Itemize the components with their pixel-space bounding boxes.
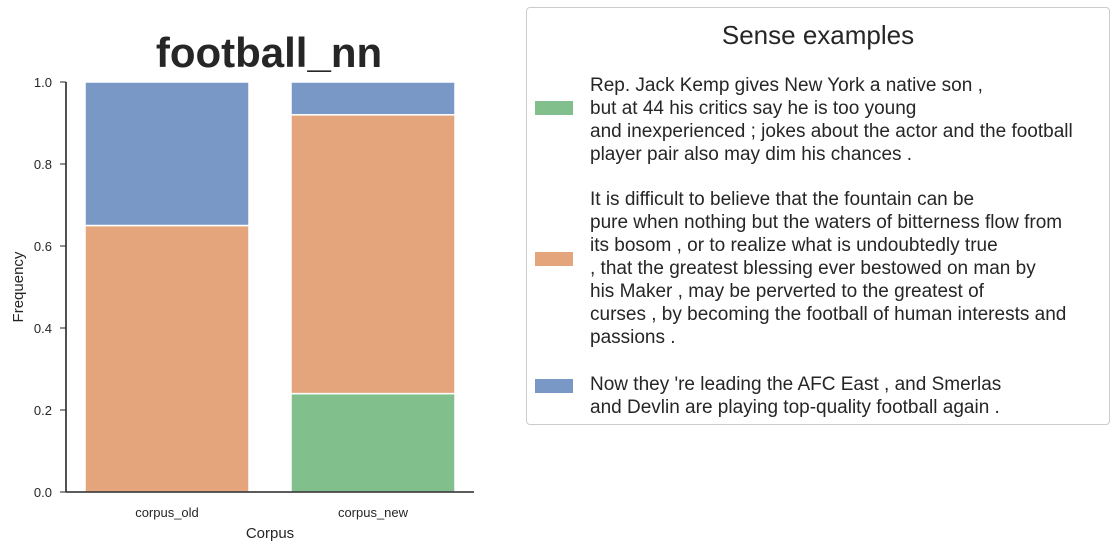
bar-corpus_new-segment-3 xyxy=(290,81,456,116)
y-ticks-group: 0.0 0.2 0.4 0.6 0.8 1.0 xyxy=(34,75,66,500)
legend-entry-text: Now they 're leading the AFC East , and … xyxy=(590,374,1002,418)
legend-swatch-orange xyxy=(535,252,573,266)
chart-title: football_nn xyxy=(156,29,382,76)
x-tick-label: corpus_new xyxy=(338,505,409,520)
bar-corpus_new-segment-2 xyxy=(290,114,456,395)
legend-entry-text: It is difficult to believe that the foun… xyxy=(590,189,1067,348)
x-ticks-group: corpus_old corpus_new xyxy=(135,505,408,520)
x-axis-label: Corpus xyxy=(246,525,294,542)
bars-group xyxy=(84,81,456,493)
legend-swatch-green xyxy=(535,101,573,115)
legend: Sense examples Rep. Jack Kemp gives New … xyxy=(526,7,1110,425)
y-axis-label: Frequency xyxy=(10,251,27,322)
bar-corpus_new-segment-1 xyxy=(290,392,456,493)
bar-corpus_old-segment-2 xyxy=(84,224,250,493)
legend-entry-text: Rep. Jack Kemp gives New York a native s… xyxy=(590,75,1073,165)
bar-corpus_old-segment-3 xyxy=(84,81,250,227)
legend-title: Sense examples xyxy=(721,20,915,50)
y-tick-label: 0.0 xyxy=(34,485,52,500)
legend-swatch-blue xyxy=(535,379,573,393)
y-tick-label: 0.8 xyxy=(34,157,52,172)
y-tick-label: 0.6 xyxy=(34,239,52,254)
x-tick-label: corpus_old xyxy=(135,505,199,520)
y-tick-label: 1.0 xyxy=(34,75,52,90)
chart-area: football_nn 0.0 0.2 0.4 0.6 0.8 1.0 corpus_ol… xyxy=(10,29,474,542)
y-tick-label: 0.4 xyxy=(34,321,52,336)
y-tick-label: 0.2 xyxy=(34,403,52,418)
